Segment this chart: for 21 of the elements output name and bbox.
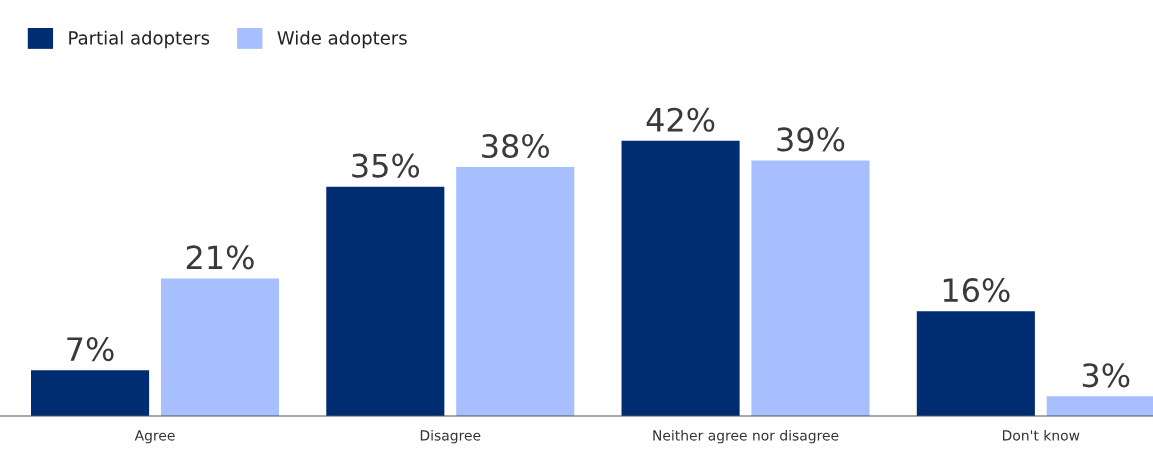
x-tick-label: Neither agree nor disagree: [653, 429, 839, 444]
x-tick-label: Disagree: [420, 429, 481, 444]
bar: [160, 278, 280, 416]
legend-label: Partial adopters: [69, 30, 210, 49]
bar: [31, 370, 150, 416]
bar: [621, 140, 740, 416]
data-label: 38%: [482, 133, 549, 159]
data-label: 21%: [186, 245, 254, 270]
bar: [326, 186, 445, 416]
data-label: 16%: [943, 278, 1010, 303]
bar: [916, 311, 1035, 416]
data-label: 39%: [777, 127, 845, 152]
data-label: 3%: [1082, 363, 1130, 388]
bar: [751, 160, 870, 416]
legend-label: Wide adopters: [277, 30, 407, 49]
data-label: 7%: [67, 337, 114, 362]
data-label: 42%: [646, 107, 715, 132]
x-tick-label: Don't know: [1002, 429, 1080, 441]
bar: [456, 167, 575, 416]
data-label: 35%: [352, 153, 420, 178]
x-tick-label: Agree: [134, 430, 175, 444]
